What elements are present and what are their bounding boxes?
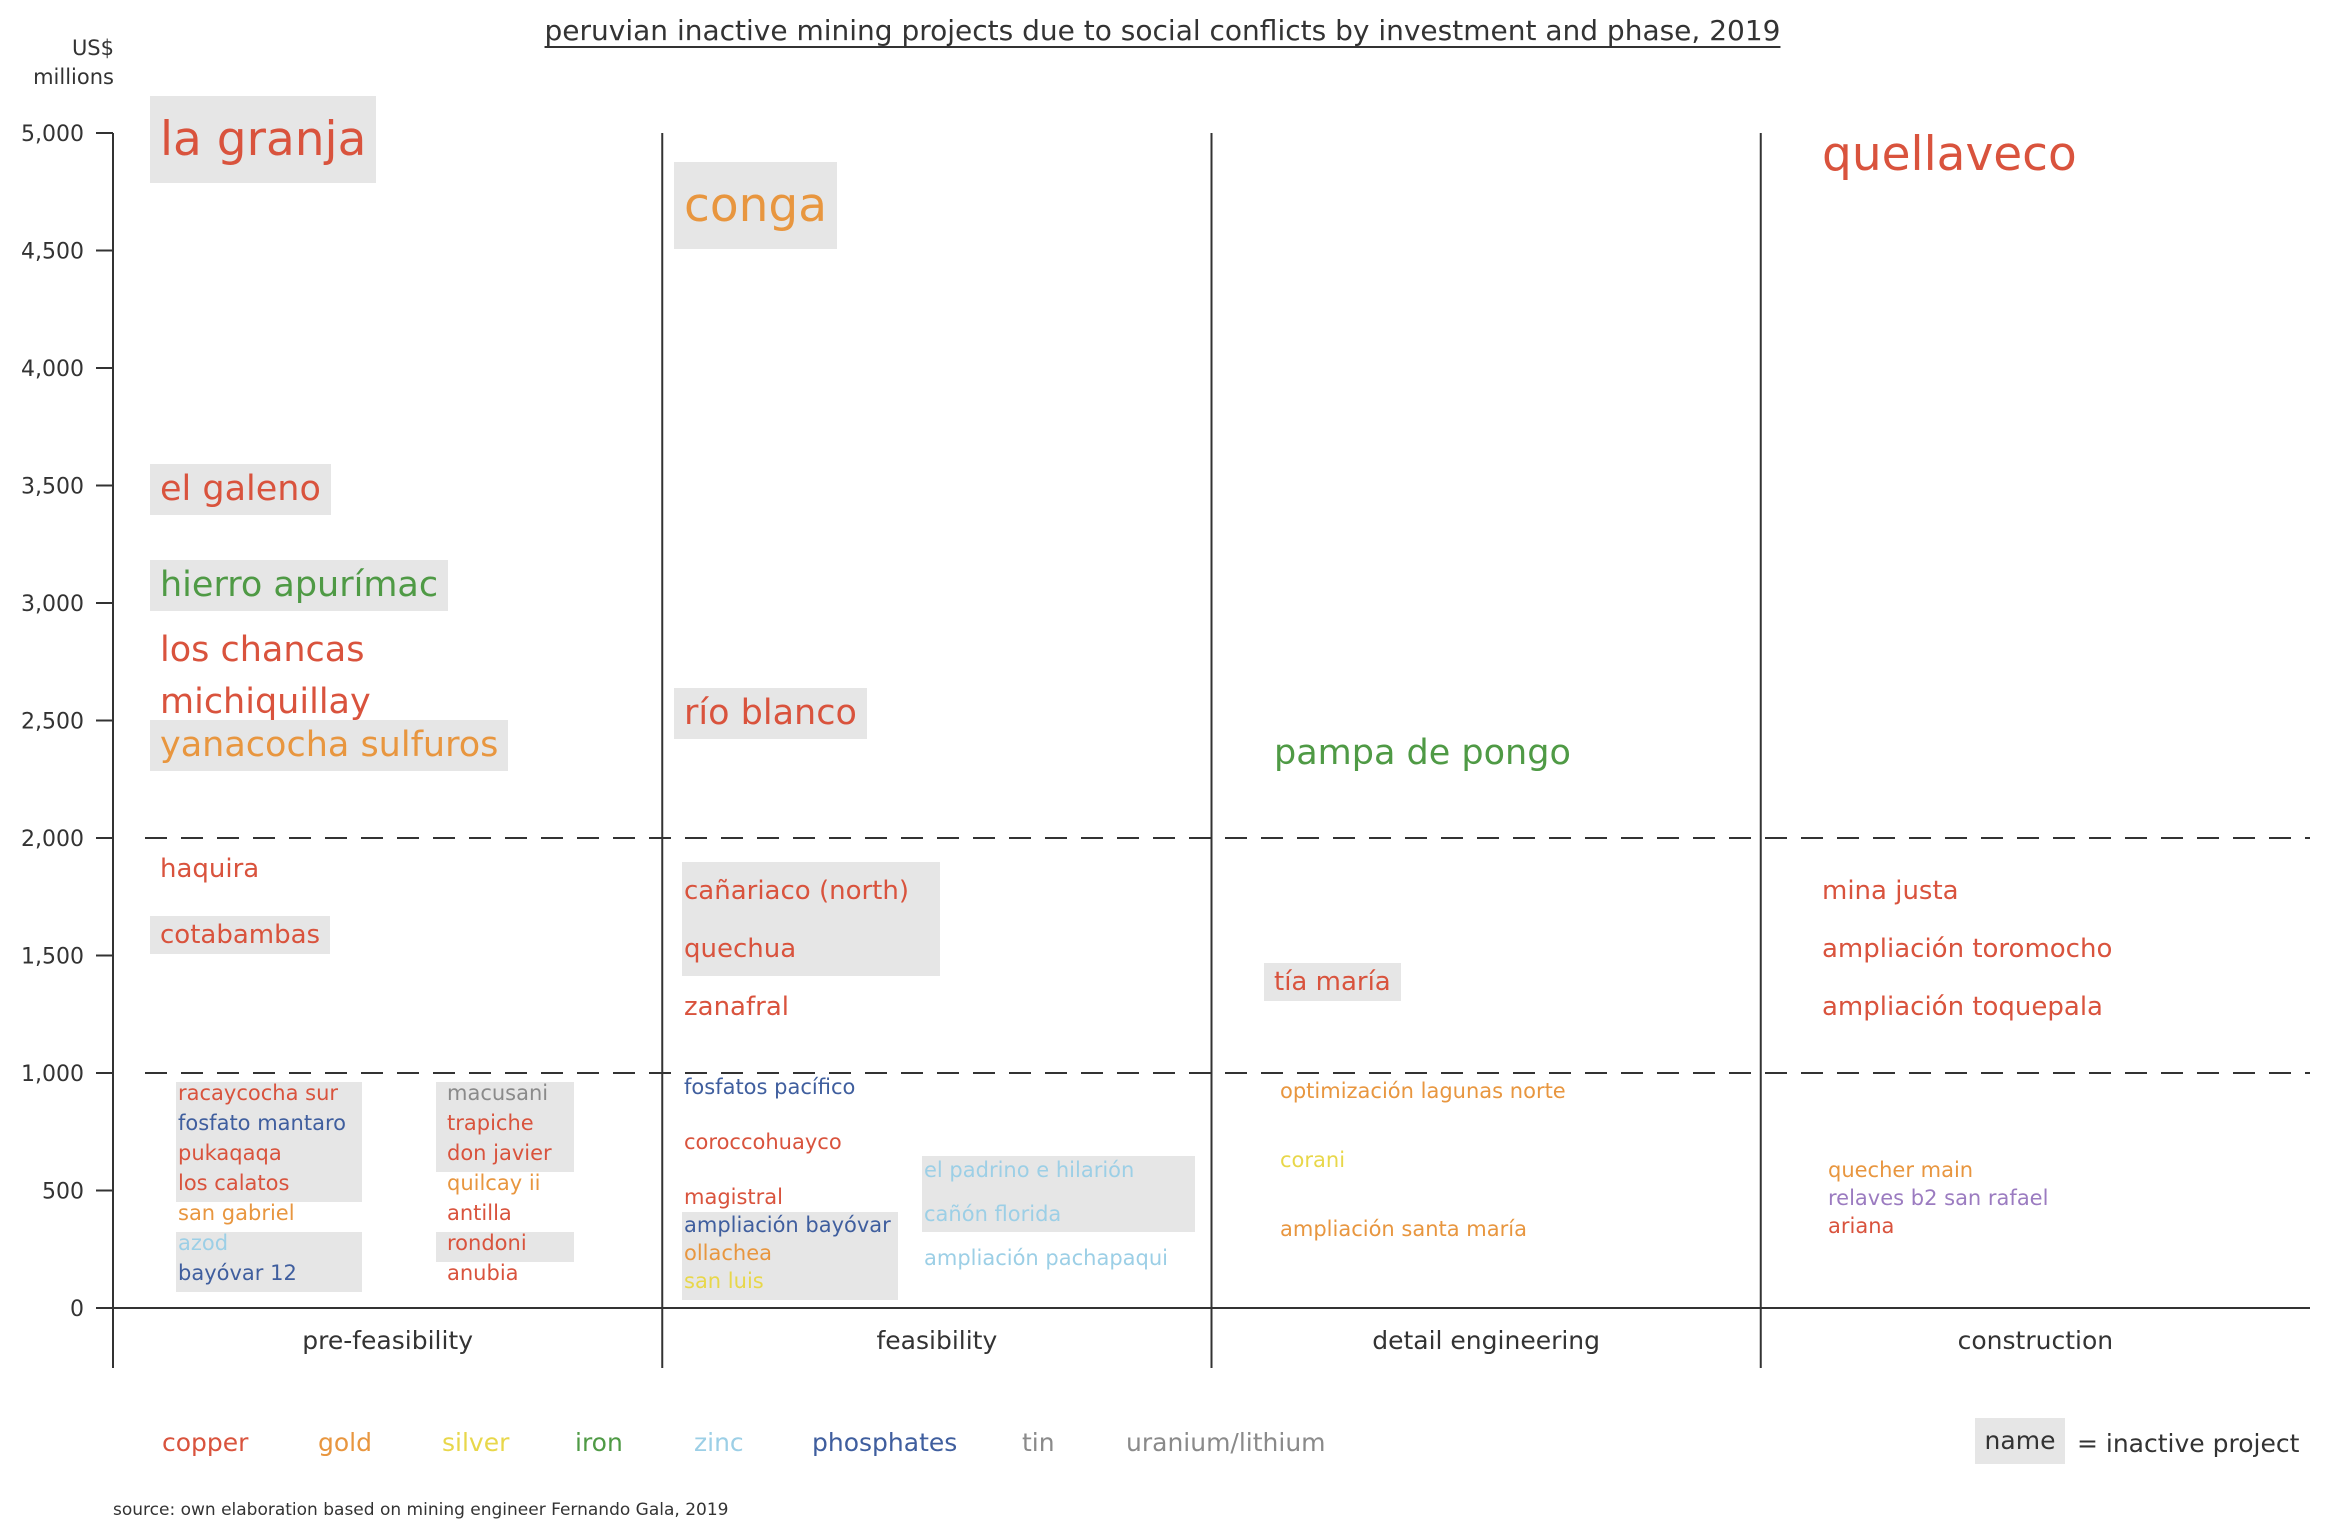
y-tick-label: 4,500	[21, 240, 84, 265]
project-label: tía maría	[1264, 963, 1401, 1001]
y-tick-label: 2,000	[21, 827, 84, 852]
project-label: hierro apurímac	[150, 560, 449, 611]
project-label: cañariaco (north)	[684, 876, 909, 906]
project-label: ampliación toquepala	[1822, 992, 2103, 1022]
project-label: san luis	[684, 1269, 764, 1293]
phase-label: pre-feasibility	[302, 1326, 474, 1355]
legend-item: uranium/lithium	[1126, 1428, 1326, 1457]
project-label: optimización lagunas norte	[1280, 1079, 1566, 1103]
y-tick-label: 500	[42, 1180, 84, 1205]
project-label: coroccohuayco	[684, 1130, 842, 1154]
legend-item: tin	[1022, 1428, 1055, 1457]
inactive-group-highlight	[176, 1232, 362, 1292]
project-label: cotabambas	[150, 916, 331, 954]
chart-title: peruvian inactive mining projects due to…	[544, 14, 1781, 47]
project-label: ollachea	[684, 1241, 773, 1265]
project-label: quilcay ii	[447, 1171, 541, 1195]
project-label: cañón florida	[924, 1202, 1062, 1226]
inactive-key-swatch: name	[1975, 1418, 2065, 1464]
project-label: pukaqaqa	[178, 1141, 282, 1165]
project-label: macusani	[447, 1081, 549, 1105]
project-label: ampliación toromocho	[1822, 934, 2113, 964]
project-label: don javier	[447, 1141, 552, 1165]
legend-item: zinc	[694, 1428, 744, 1457]
project-label: magistral	[684, 1185, 784, 1209]
legend-item: gold	[318, 1428, 372, 1457]
project-label: anubia	[447, 1261, 519, 1285]
project-label: ariana	[1828, 1214, 1895, 1238]
y-axis-label: US$ millions	[33, 36, 114, 89]
inactive-group-highlight	[682, 1212, 898, 1300]
inactive-group-highlight	[682, 862, 940, 976]
project-label: relaves b2 san rafael	[1828, 1186, 2049, 1210]
inactive-group-highlight	[436, 1082, 574, 1172]
project-label: quecher main	[1828, 1158, 1974, 1182]
legend-item: phosphates	[812, 1428, 958, 1457]
project-label: zanafral	[684, 992, 789, 1022]
project-label: ampliación bayóvar	[684, 1213, 891, 1237]
y-tick-label: 1,000	[21, 1062, 84, 1087]
project-label: quellaveco	[1822, 127, 2077, 182]
y-tick-label: 2,500	[21, 710, 84, 735]
project-label: fosfatos pacífico	[684, 1075, 856, 1099]
project-label: el padrino e hilarión	[924, 1158, 1135, 1182]
project-label: michiquillay	[160, 682, 371, 722]
project-label: ampliación pachapaqui	[924, 1246, 1169, 1270]
phase-label: detail engineering	[1372, 1326, 1601, 1355]
y-tick-label: 3,500	[21, 475, 84, 500]
inactive-key-text: = inactive project	[2077, 1429, 2300, 1458]
project-label: río blanco	[674, 688, 867, 739]
phase-label: feasibility	[876, 1326, 998, 1355]
y-tick-label: 3,000	[21, 592, 84, 617]
project-label: la granja	[150, 96, 377, 183]
y-tick-label: 5,000	[21, 122, 84, 147]
project-label: haquira	[160, 854, 260, 884]
y-tick-label: 0	[70, 1297, 84, 1322]
project-label: yanacocha sulfuros	[150, 720, 509, 771]
source-note: source: own elaboration based on mining …	[113, 1500, 729, 1520]
inactive-group-highlight	[176, 1082, 362, 1202]
project-label: mina justa	[1822, 876, 1959, 906]
project-label: trapiche	[447, 1111, 534, 1135]
project-label: fosfato mantaro	[178, 1111, 346, 1135]
y-tick-label: 4,000	[21, 357, 84, 382]
project-label: bayóvar 12	[178, 1261, 297, 1285]
phase-label: construction	[1957, 1326, 2114, 1355]
project-label: racaycocha sur	[178, 1081, 339, 1105]
project-label: corani	[1280, 1148, 1346, 1172]
project-label: san gabriel	[178, 1201, 295, 1225]
inactive-group-highlight	[922, 1156, 1195, 1232]
project-label: los chancas	[160, 630, 365, 670]
project-label: quechua	[684, 934, 797, 964]
legend-item: copper	[162, 1428, 249, 1457]
project-label: pampa de pongo	[1274, 733, 1571, 773]
legend-item: silver	[442, 1428, 510, 1457]
inactive-group-highlight	[436, 1232, 574, 1262]
project-label: azod	[178, 1231, 229, 1255]
project-label: antilla	[447, 1201, 512, 1225]
project-label: el galeno	[150, 464, 331, 515]
project-label: los calatos	[178, 1171, 290, 1195]
legend-item: iron	[575, 1428, 623, 1457]
project-label: rondoni	[447, 1231, 527, 1255]
y-tick-label: 1,500	[21, 945, 84, 970]
project-label: ampliación santa maría	[1280, 1217, 1527, 1241]
project-label: conga	[674, 162, 838, 249]
